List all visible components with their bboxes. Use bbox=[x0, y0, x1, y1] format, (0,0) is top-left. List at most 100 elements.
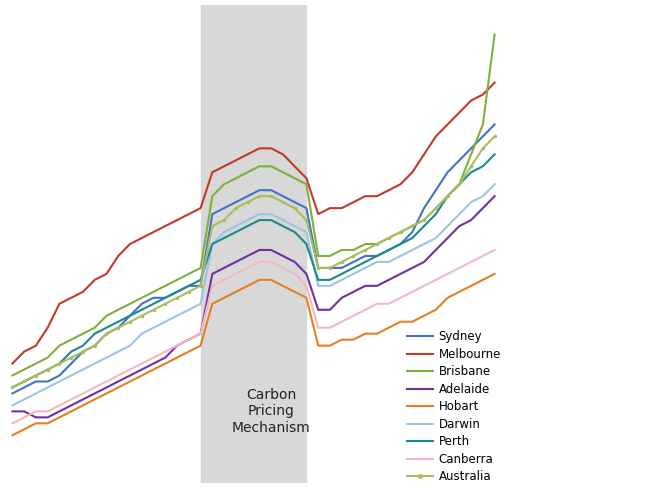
Sydney bbox=[55, 372, 63, 378]
Darwin bbox=[279, 217, 287, 223]
Sydney bbox=[338, 265, 346, 271]
Perth bbox=[491, 151, 499, 157]
Australia bbox=[161, 301, 169, 306]
Line: Melbourne: Melbourne bbox=[12, 82, 495, 364]
Adelaide bbox=[361, 283, 369, 289]
Australia bbox=[315, 265, 322, 271]
Hobart bbox=[467, 283, 475, 289]
Australia bbox=[197, 283, 205, 289]
Darwin bbox=[479, 193, 487, 199]
Perth bbox=[138, 307, 146, 313]
Melbourne bbox=[267, 145, 275, 151]
Adelaide bbox=[456, 223, 463, 229]
Adelaide bbox=[385, 277, 393, 283]
Perth bbox=[361, 259, 369, 265]
Australia bbox=[8, 385, 16, 390]
Sydney bbox=[138, 301, 146, 306]
Melbourne bbox=[432, 133, 439, 139]
Bar bbox=[201, 5, 306, 483]
Canberra bbox=[491, 247, 499, 253]
Adelaide bbox=[103, 385, 111, 390]
Hobart bbox=[68, 408, 75, 414]
Line: Brisbane: Brisbane bbox=[12, 35, 495, 375]
Brisbane bbox=[220, 181, 228, 187]
Melbourne bbox=[361, 193, 369, 199]
Brisbane bbox=[244, 169, 252, 175]
Sydney bbox=[114, 325, 122, 330]
Melbourne bbox=[255, 145, 263, 151]
Melbourne bbox=[55, 301, 63, 306]
Melbourne bbox=[338, 205, 346, 211]
Perth bbox=[479, 163, 487, 169]
Brisbane bbox=[361, 241, 369, 247]
Adelaide bbox=[302, 271, 310, 277]
Adelaide bbox=[467, 217, 475, 223]
Brisbane bbox=[161, 283, 169, 289]
Adelaide bbox=[444, 235, 452, 241]
Australia bbox=[338, 259, 346, 265]
Darwin bbox=[150, 325, 157, 330]
Perth bbox=[161, 295, 169, 301]
Hobart bbox=[161, 361, 169, 366]
Sydney bbox=[44, 379, 51, 385]
Hobart bbox=[315, 343, 322, 348]
Melbourne bbox=[315, 211, 322, 217]
Line: Hobart: Hobart bbox=[12, 274, 495, 435]
Australia bbox=[479, 145, 487, 151]
Brisbane bbox=[291, 175, 298, 181]
Australia bbox=[126, 319, 134, 325]
Melbourne bbox=[103, 271, 111, 277]
Melbourne bbox=[373, 193, 381, 199]
Line: Perth: Perth bbox=[12, 154, 495, 387]
Perth bbox=[420, 223, 428, 229]
Australia bbox=[420, 217, 428, 223]
Melbourne bbox=[209, 169, 216, 175]
Brisbane bbox=[232, 175, 240, 181]
Melbourne bbox=[467, 98, 475, 103]
Darwin bbox=[185, 307, 192, 313]
Adelaide bbox=[209, 271, 216, 277]
Darwin bbox=[291, 223, 298, 229]
Canberra bbox=[467, 259, 475, 265]
Australia bbox=[20, 379, 28, 385]
Melbourne bbox=[197, 205, 205, 211]
Perth bbox=[385, 247, 393, 253]
Sydney bbox=[209, 211, 216, 217]
Melbourne bbox=[44, 325, 51, 330]
Canberra bbox=[55, 403, 63, 408]
Melbourne bbox=[420, 151, 428, 157]
Brisbane bbox=[150, 289, 157, 295]
Perth bbox=[232, 229, 240, 235]
Australia bbox=[44, 366, 51, 372]
Canberra bbox=[373, 301, 381, 306]
Darwin bbox=[8, 403, 16, 408]
Hobart bbox=[479, 277, 487, 283]
Adelaide bbox=[220, 265, 228, 271]
Sydney bbox=[32, 379, 40, 385]
Adelaide bbox=[150, 361, 157, 366]
Canberra bbox=[32, 408, 40, 414]
Melbourne bbox=[385, 187, 393, 193]
Adelaide bbox=[315, 307, 322, 313]
Perth bbox=[173, 289, 181, 295]
Perth bbox=[326, 277, 334, 283]
Sydney bbox=[408, 229, 416, 235]
Canberra bbox=[44, 408, 51, 414]
Darwin bbox=[91, 361, 99, 366]
Canberra bbox=[220, 277, 228, 283]
Sydney bbox=[255, 187, 263, 193]
Darwin bbox=[302, 229, 310, 235]
Hobart bbox=[373, 331, 381, 337]
Sydney bbox=[456, 157, 463, 163]
Sydney bbox=[279, 193, 287, 199]
Hobart bbox=[138, 372, 146, 378]
Darwin bbox=[255, 211, 263, 217]
Brisbane bbox=[326, 253, 334, 259]
Adelaide bbox=[244, 253, 252, 259]
Australia bbox=[232, 205, 240, 211]
Hobart bbox=[444, 295, 452, 301]
Hobart bbox=[326, 343, 334, 348]
Perth bbox=[150, 301, 157, 306]
Brisbane bbox=[338, 247, 346, 253]
Darwin bbox=[103, 355, 111, 361]
